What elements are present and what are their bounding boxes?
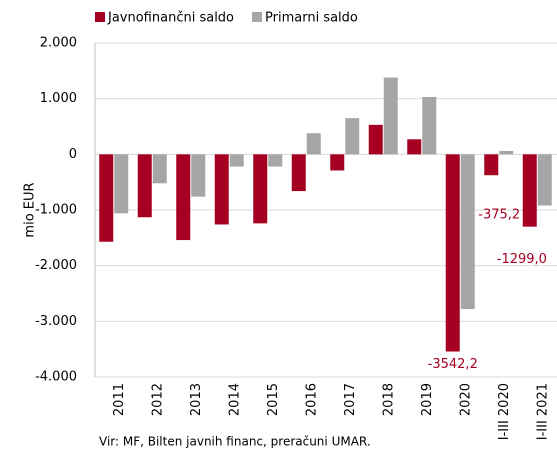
bar <box>268 154 283 167</box>
x-tick-label: 2012 <box>150 383 165 416</box>
bar <box>191 154 206 197</box>
y-tick-label: -2.000 <box>35 258 77 273</box>
y-tick-label: -4.000 <box>35 370 77 385</box>
legend-swatch <box>252 12 263 22</box>
y-tick-label: 2.000 <box>40 36 77 51</box>
x-tick-label: 2016 <box>304 383 319 416</box>
bar <box>291 154 306 192</box>
bar <box>368 124 383 155</box>
y-tick-label: 1.000 <box>40 91 77 106</box>
legend-label: Primarni saldo <box>265 11 358 26</box>
x-tick-label: 2011 <box>112 383 127 416</box>
y-tick-label: -1.000 <box>35 203 77 218</box>
bar <box>407 139 422 155</box>
bar <box>345 118 360 155</box>
bar <box>229 154 244 167</box>
bar <box>499 150 514 155</box>
legend-label: Javnofinančni saldo <box>107 11 234 26</box>
data-label: -3542,2 <box>428 357 478 372</box>
legend-swatch <box>95 12 105 22</box>
bar <box>306 133 321 155</box>
data-label: -375,2 <box>478 208 520 223</box>
bar <box>445 154 460 352</box>
bar <box>152 154 167 184</box>
bar <box>137 154 152 218</box>
x-tick-label: 2015 <box>266 383 281 416</box>
y-tick-label: 0 <box>69 147 77 162</box>
x-tick-label: 2017 <box>343 383 358 416</box>
bar <box>114 154 129 214</box>
y-axis-label: mio EUR <box>23 182 38 237</box>
y-tick-label: -3.000 <box>35 314 77 329</box>
bar <box>253 154 268 224</box>
bar <box>383 77 398 155</box>
x-tick-label: 2013 <box>189 383 204 416</box>
bar <box>537 154 552 206</box>
x-tick-label: 2018 <box>381 383 396 416</box>
data-label: -1299,0 <box>497 252 547 267</box>
bar <box>214 154 229 225</box>
x-tick-label: I-III 2020 <box>497 383 512 440</box>
bar <box>522 154 537 227</box>
bar <box>176 154 191 241</box>
x-tick-label: 2020 <box>458 383 473 416</box>
source: Vir: MF, Bilten javnih financ, preračuni… <box>99 435 371 449</box>
bar <box>99 154 114 242</box>
bar <box>484 154 499 176</box>
x-tick-label: 2014 <box>227 383 242 416</box>
x-tick-label: 2019 <box>420 383 435 416</box>
x-tick-label: I-III 2021 <box>535 383 550 440</box>
bar <box>330 154 345 171</box>
bar <box>422 96 437 155</box>
bar <box>460 154 475 310</box>
